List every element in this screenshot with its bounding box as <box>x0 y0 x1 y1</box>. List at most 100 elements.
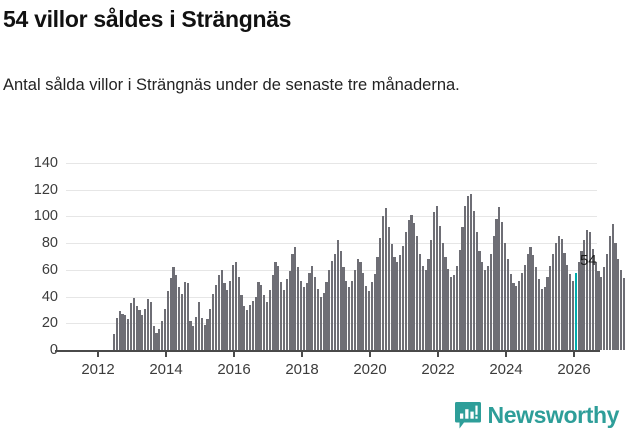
bar <box>223 283 226 350</box>
bar <box>622 277 626 350</box>
bar <box>146 299 150 350</box>
x-axis-tick-mark <box>165 350 167 357</box>
bar <box>291 253 294 350</box>
bar <box>243 305 246 350</box>
bar <box>611 224 614 350</box>
bar <box>384 208 388 350</box>
bar-chart: 140 120 100 80 60 40 20 0 2012 2014 2016 2018 2020 2… <box>0 150 631 395</box>
bar <box>333 253 337 350</box>
bar <box>280 281 283 350</box>
bar <box>246 309 249 350</box>
bar <box>509 273 512 350</box>
bar <box>617 259 620 350</box>
x-axis-tick-label: 2022 <box>421 361 455 378</box>
bar <box>421 265 424 350</box>
highlight-value-label: 54 <box>579 251 597 269</box>
bar <box>399 255 402 350</box>
bar <box>390 244 393 350</box>
bar <box>282 289 286 350</box>
bar <box>554 243 558 350</box>
bar <box>200 317 203 350</box>
y-axis-tick-label: 0 <box>49 342 58 358</box>
bar <box>132 297 135 350</box>
bar <box>523 264 526 350</box>
bar <box>603 267 606 350</box>
newsworthy-logo[interactable]: Newsworthy <box>454 402 619 429</box>
bar <box>331 260 334 350</box>
bar <box>277 265 280 350</box>
bar <box>144 308 147 350</box>
bar <box>489 253 492 350</box>
bar <box>404 232 407 350</box>
bar <box>212 293 215 350</box>
bar <box>605 253 609 350</box>
y-axis-tick-label: 140 <box>33 155 58 171</box>
bar <box>529 247 532 350</box>
y-axis-tick-label: 60 <box>41 261 58 278</box>
bar <box>274 261 277 350</box>
bar <box>427 259 430 350</box>
bar <box>450 276 453 350</box>
bar <box>254 296 257 350</box>
bar <box>189 320 192 350</box>
x-axis-tick-mark <box>437 350 439 357</box>
x-axis-tick-label: 2012 <box>81 361 115 378</box>
bar <box>498 207 501 350</box>
bar <box>124 315 127 350</box>
bar <box>563 252 566 350</box>
bar <box>112 333 116 350</box>
bar <box>597 271 600 350</box>
bar <box>285 279 288 350</box>
bar <box>435 205 439 350</box>
bar <box>297 267 300 350</box>
bar <box>240 295 243 350</box>
bar <box>569 273 572 350</box>
bar <box>515 285 518 350</box>
x-axis-tick-label: 2020 <box>353 361 387 378</box>
bar <box>535 267 538 350</box>
bar <box>543 287 546 350</box>
bar <box>127 319 130 350</box>
bar <box>407 220 410 350</box>
bar <box>492 236 495 350</box>
bar <box>214 284 218 350</box>
bar <box>433 212 436 350</box>
bar <box>319 296 322 350</box>
y-axis-tick-label: 40 <box>41 288 58 305</box>
bar <box>549 265 552 350</box>
bar <box>577 261 580 350</box>
bar <box>328 269 331 350</box>
bar <box>588 232 592 350</box>
bar <box>348 287 351 350</box>
bar <box>373 273 376 350</box>
x-axis-tick-mark <box>573 350 575 357</box>
bar <box>401 245 405 350</box>
bar-highlighted <box>574 272 577 350</box>
bar <box>484 269 487 350</box>
bar <box>430 240 433 350</box>
bar <box>203 324 206 350</box>
x-axis-tick-mark <box>97 350 99 357</box>
bar <box>178 287 181 350</box>
bar <box>294 247 297 350</box>
bar <box>526 253 529 350</box>
bar <box>183 281 186 350</box>
bar <box>540 288 543 350</box>
bar <box>557 236 560 350</box>
page-subtitle: Antal sålda villor i Strängnäs under de … <box>3 76 460 94</box>
bar <box>226 289 229 350</box>
bar <box>169 277 172 350</box>
bar <box>455 265 458 350</box>
bar <box>614 243 617 350</box>
bar <box>163 308 167 350</box>
bar <box>376 256 379 350</box>
gridline <box>66 216 597 218</box>
bar <box>234 261 237 350</box>
bar <box>251 300 254 350</box>
bar <box>413 223 416 350</box>
bar <box>220 269 223 350</box>
y-axis-tick-label: 20 <box>41 315 58 332</box>
bar <box>265 301 269 350</box>
bar <box>314 276 317 350</box>
